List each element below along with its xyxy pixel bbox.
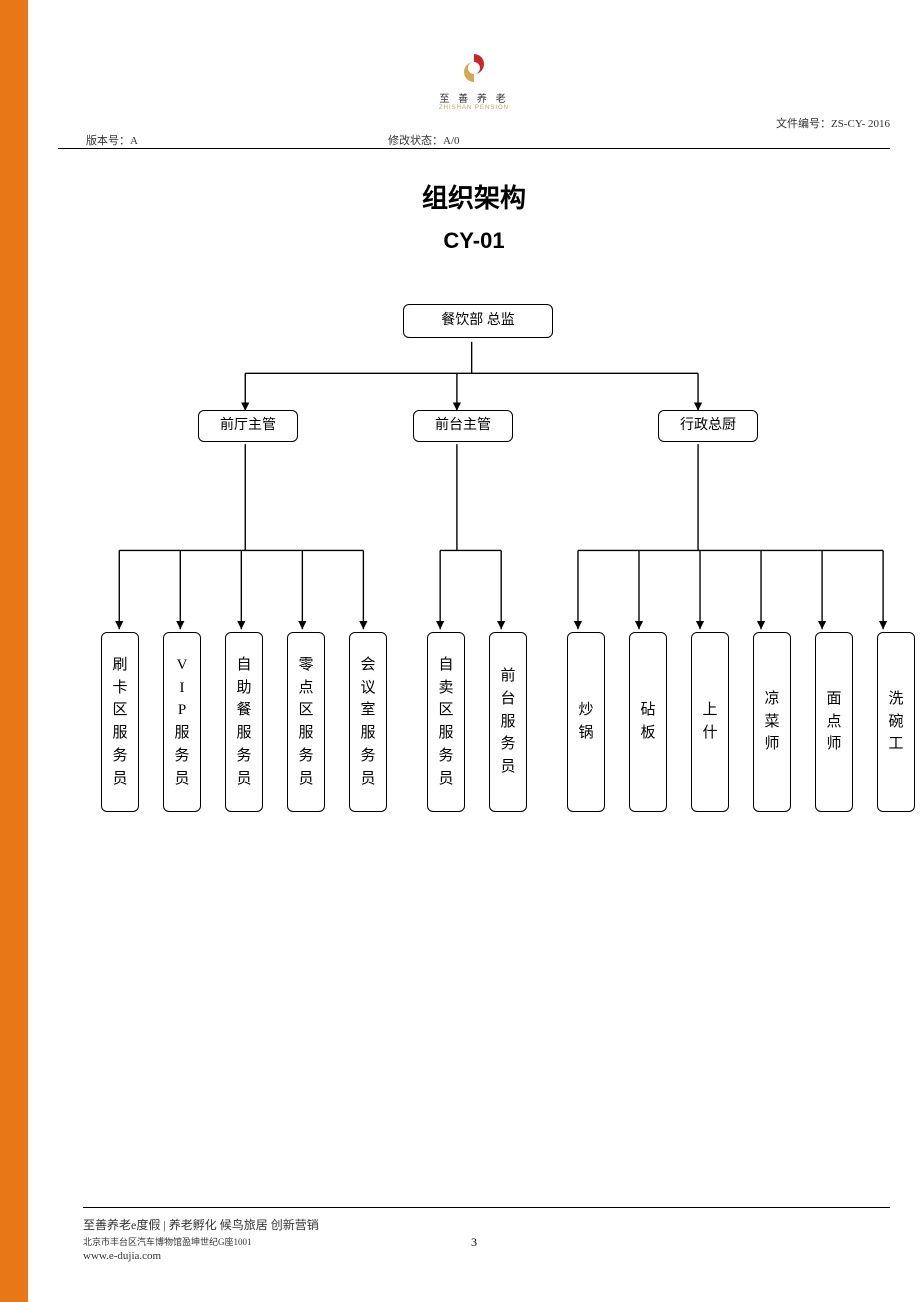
org-l3-node: 凉菜师 (753, 632, 791, 812)
org-l3-node: 会议室服务员 (349, 632, 387, 812)
org-l3-node: 上什 (691, 632, 729, 812)
org-l3-node: 前台服务员 (489, 632, 527, 812)
logo-mark-icon (456, 50, 492, 86)
logo-brand-text: 至 善 养 老 (439, 90, 509, 105)
logo-brand-sub: ZHISHAN PENSION (439, 105, 509, 111)
logo: 至 善 养 老 ZHISHAN PENSION (439, 50, 509, 111)
footer-line-1: 至善养老e度假 | 养老孵化 候鸟旅居 创新营销 (83, 1216, 890, 1233)
org-l3-node: 炒锅 (567, 632, 605, 812)
document-id: 文件编号：ZS-CY- 2016 (776, 115, 890, 131)
org-l2-front_hall: 前厅主管 (198, 410, 298, 442)
page-title: 组织架构 (28, 178, 920, 215)
document-page: 至 善 养 老 ZHISHAN PENSION 文件编号：ZS-CY- 2016… (0, 0, 920, 1302)
footer-line-2: 北京市丰台区汽车博物馆盈坤世纪G座1001 (83, 1235, 890, 1248)
footer: 至善养老e度假 | 养老孵化 候鸟旅居 创新营销 北京市丰台区汽车博物馆盈坤世纪… (83, 1207, 890, 1262)
org-l3-node: 面点师 (815, 632, 853, 812)
org-l3-node: 自卖区服务员 (427, 632, 465, 812)
org-l3-node: VIP服务员 (163, 632, 201, 812)
footer-url: www.e-dujia.com (83, 1250, 890, 1262)
version-label: 版本号：A (86, 132, 138, 148)
content-area: 至 善 养 老 ZHISHAN PENSION 文件编号：ZS-CY- 2016… (28, 0, 920, 1302)
org-l3-node: 自助餐服务员 (225, 632, 263, 812)
revision-label: 修改状态：A/0 (388, 132, 460, 148)
org-l3-node: 砧板 (629, 632, 667, 812)
org-l2-exec_chef: 行政总厨 (658, 410, 758, 442)
org-root: 餐饮部 总监 (403, 304, 553, 338)
org-l3-node: 洗碗工 (877, 632, 915, 812)
org-chart: 餐饮部 总监前厅主管 前台主管 行政总厨刷卡区服务员 VIP服务员自助餐服务员零点区服… (73, 300, 890, 860)
org-l3-node: 刷卡区服务员 (101, 632, 139, 812)
org-l3-node: 零点区服务员 (287, 632, 325, 812)
page-subtitle: CY-01 (28, 228, 920, 254)
org-l2-front_desk: 前台主管 (413, 410, 513, 442)
header-divider (58, 148, 890, 149)
side-stripe (0, 0, 28, 1302)
